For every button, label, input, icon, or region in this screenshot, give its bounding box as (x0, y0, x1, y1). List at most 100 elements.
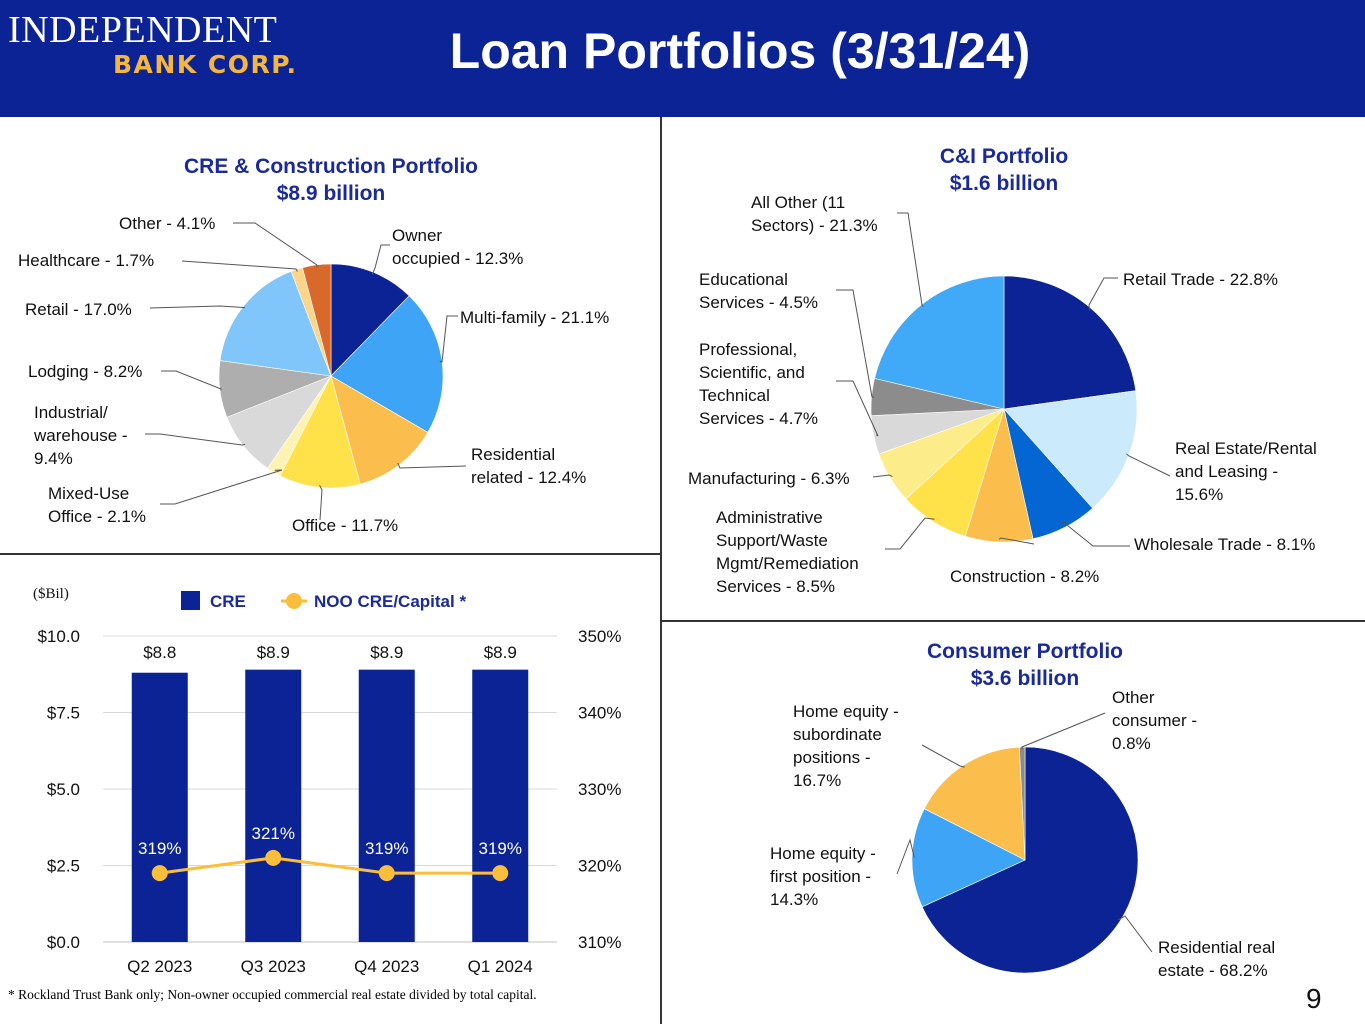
ci-pie-leader-line (1126, 453, 1171, 477)
cre-pie-label-group: Office - 11.7% (292, 516, 398, 535)
noo-cre-capital-point (378, 865, 395, 882)
ci-pie-label: Wholesale Trade - 8.1% (1134, 535, 1315, 554)
ci-pie-label-group: Construction - 8.2% (950, 567, 1099, 586)
consumer-pie-label: 16.7% (793, 771, 841, 790)
cre-pie-label: Residential (471, 445, 555, 464)
cre-pie-label-group: Multi-family - 21.1% (460, 308, 609, 327)
cre-pie-label-group: Other - 4.1% (119, 214, 215, 233)
cre-bar-chart-left-tick: $10.0 (37, 627, 80, 646)
cre-pie-label: Mixed-Use (48, 484, 129, 503)
cre-pie-leader-line (397, 462, 467, 469)
ci-pie-label-group: Real Estate/Rental and Leasing - 15.6% (1175, 439, 1317, 504)
consumer-pie-label: Residential real (1158, 938, 1275, 957)
consumer-pie-label-group: Other consumer - 0.8% (1112, 688, 1197, 753)
cre-bar-chart-category-label: Q2 2023 (127, 957, 192, 976)
consumer-pie-subtitle: $3.6 billion (971, 667, 1080, 690)
cre-pie-label: Office - 11.7% (292, 516, 398, 535)
ci-pie-label: All Other (11 (751, 193, 845, 212)
consumer-pie-label-group: Residential real estate - 68.2% (1158, 938, 1275, 980)
ci-pie-leader-line (872, 474, 893, 478)
logo-wordmark-top: INDEPENDENT (8, 9, 278, 51)
cre-pie-label: Office - 2.1% (48, 507, 146, 526)
consumer-pie-leader-line (1021, 712, 1106, 750)
ci-pie-label: Sectors) - 21.3% (751, 216, 878, 235)
cre-bar-chart-right-tick: 350% (578, 627, 621, 646)
ci-pie-slice (1003, 390, 1138, 509)
consumer-pie-leader-line (1117, 915, 1153, 953)
cre-bar (131, 672, 188, 942)
cre-bar-chart-unit-label: ($Bil) (33, 586, 69, 602)
cre-pie-label: Industrial/ (34, 403, 108, 422)
ci-pie-leader-line (836, 289, 875, 398)
cre-pie-leader-line (439, 315, 458, 363)
logo-wordmark-bottom: BANK CORP. (113, 50, 298, 79)
ci-pie-leader-line (998, 537, 1035, 545)
cre-bar-data-label: $8.8 (143, 643, 176, 662)
ci-pie-label: Services - 4.5% (699, 293, 818, 312)
cre-pie-leader-line (319, 484, 323, 521)
cre-pie-label-group: Lodging - 8.2% (28, 362, 142, 381)
cre-pie-leader-line (145, 433, 246, 446)
ci-pie-subtitle: $1.6 billion (950, 172, 1059, 195)
cre-bar-chart-left-tick: $5.0 (47, 780, 80, 799)
ci-pie-label: Construction - 8.2% (950, 567, 1099, 586)
cre-pie-label: Lodging - 8.2% (28, 362, 142, 381)
left-horizontal-divider (0, 553, 661, 555)
cre-bar-chart-right-tick: 310% (578, 933, 621, 952)
cre-pie-leader-line (233, 222, 318, 268)
ci-pie-label: Real Estate/Rental (1175, 439, 1317, 458)
ci-pie-label: and Leasing - (1175, 462, 1278, 481)
noo-cre-capital-point (265, 849, 282, 866)
consumer-pie-slice (921, 746, 1139, 974)
cre-pie-slice (219, 270, 332, 377)
cre-pie-label: warehouse - (33, 426, 128, 445)
consumer-pie-label: subordinate (793, 725, 882, 744)
cre-bar-chart-left-tick: $0.0 (47, 933, 80, 952)
ci-pie-slice (1003, 275, 1137, 410)
cre-pie-label: related - 12.4% (471, 468, 586, 487)
cre-bar-data-label: $8.9 (257, 643, 290, 662)
consumer-pie-slice (911, 808, 1026, 908)
cre-pie-label-group: Retail - 17.0% (25, 300, 132, 319)
footnote: * Rockland Trust Bank only; Non-owner oc… (8, 987, 537, 1002)
cre-bar-chart-category-label: Q4 2023 (354, 957, 419, 976)
ci-pie-label-group: Professional, Scientific, and Technical Ser… (699, 340, 818, 428)
noo-cre-capital-point (492, 865, 509, 882)
noo-cre-capital-data-label: 319% (138, 839, 181, 858)
cre-pie-label: 9.4% (34, 449, 73, 468)
ci-pie-label: Support/Waste (716, 531, 828, 550)
consumer-pie-label: estate - 68.2% (1158, 961, 1268, 980)
ci-pie-label: Services - 8.5% (716, 577, 835, 596)
cre-bar (245, 669, 302, 942)
ci-pie-leader-line (836, 380, 879, 437)
cre-bar-chart-left-tick: $7.5 (47, 704, 80, 723)
cre-pie-leader-line (161, 370, 223, 390)
ci-pie-title: C&I Portfolio (940, 145, 1068, 168)
legend-noo-label: NOO CRE/Capital * (314, 592, 466, 611)
cre-pie-label-group: Owner occupied - 12.3% (392, 226, 523, 268)
cre-pie-leader-line (371, 244, 390, 275)
ci-pie-leader-line (885, 517, 935, 550)
consumer-pie-label: positions - (793, 748, 870, 767)
cre-pie-label-group: Residential related - 12.4% (471, 445, 586, 487)
consumer-pie-label: Other (1112, 688, 1155, 707)
page-title: Loan Portfolios (3/31/24) (449, 23, 1031, 79)
consumer-pie-label: Home equity - (770, 844, 876, 863)
consumer-pie-label: consumer - (1112, 711, 1197, 730)
ci-pie-label: Retail Trade - 22.8% (1123, 270, 1278, 289)
ci-pie-label-group: Educational Services - 4.5% (699, 270, 818, 312)
cre-pie-label-group: Healthcare - 1.7% (18, 251, 154, 270)
cre-bar-chart-category-label: Q3 2023 (241, 957, 306, 976)
consumer-pie-leader-line (921, 744, 965, 768)
cre-pie-label: Other - 4.1% (119, 214, 215, 233)
cre-bar-chart-right-tick: 320% (578, 857, 621, 876)
ci-pie-label: Administrative (716, 508, 823, 527)
consumer-pie-leader-line (896, 838, 915, 875)
cre-pie-leader-line (149, 305, 246, 309)
ci-pie-label-group: Wholesale Trade - 8.1% (1134, 535, 1315, 554)
ci-pie-leader-line (1060, 519, 1130, 547)
ci-pie-label: Mgmt/Remediation (716, 554, 859, 573)
right-horizontal-divider (661, 620, 1365, 622)
noo-cre-capital-point (151, 865, 168, 882)
cre-pie-label: Retail - 17.0% (25, 300, 132, 319)
